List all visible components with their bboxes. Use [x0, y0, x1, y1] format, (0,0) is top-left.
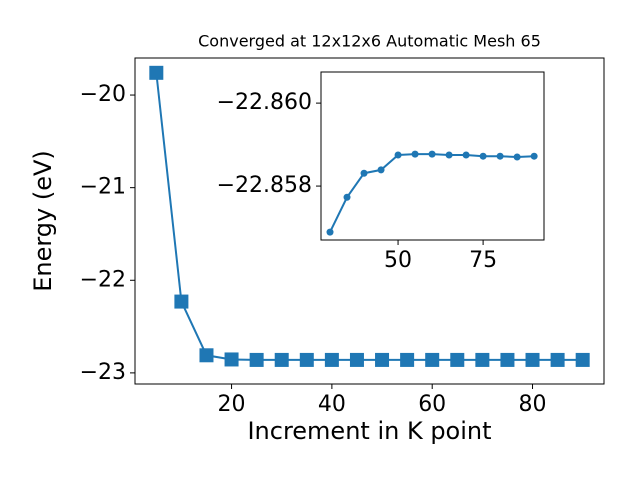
data-point — [375, 352, 390, 367]
x-tick-label: 60 — [418, 392, 446, 417]
data-point — [274, 352, 289, 367]
data-point — [394, 151, 402, 159]
data-point — [428, 150, 436, 158]
x-axis-label: Increment in K point — [247, 417, 491, 445]
data-point — [199, 348, 214, 363]
y-tick-label: −22.860 — [217, 90, 312, 115]
chart-title: Converged at 12x12x6 Automatic Mesh 65 — [198, 32, 541, 51]
x-tick-label: 80 — [519, 392, 547, 417]
data-point — [249, 352, 264, 367]
data-point — [326, 228, 334, 236]
data-point — [174, 294, 189, 309]
data-point — [475, 352, 490, 367]
data-point — [513, 153, 521, 161]
data-point — [149, 65, 164, 80]
data-point — [530, 152, 538, 160]
y-tick-label: −21 — [80, 175, 126, 200]
data-point — [425, 352, 440, 367]
data-point — [360, 169, 368, 177]
x-tick-label: 20 — [218, 392, 246, 417]
data-point — [525, 352, 540, 367]
y-tick-label: −20 — [80, 82, 126, 107]
x-tick-label: 40 — [318, 392, 346, 417]
x-tick-label: 75 — [469, 248, 497, 273]
y-tick-label: −22.858 — [217, 173, 312, 198]
x-tick-label: 50 — [384, 248, 412, 273]
y-tick-label: −23 — [80, 360, 126, 385]
data-point — [450, 352, 465, 367]
data-point — [224, 352, 239, 367]
data-point — [496, 152, 504, 160]
y-tick-label: −22 — [80, 267, 126, 292]
data-point — [445, 151, 453, 159]
data-point — [400, 352, 415, 367]
data-point — [377, 166, 385, 174]
data-point — [575, 352, 590, 367]
data-point — [500, 352, 515, 367]
data-point — [550, 352, 565, 367]
data-point — [462, 151, 470, 159]
data-point — [411, 150, 419, 158]
data-point — [343, 193, 351, 201]
y-axis-label: Energy (eV) — [29, 150, 57, 292]
data-point — [349, 352, 364, 367]
data-point — [479, 152, 487, 160]
data-point — [299, 352, 314, 367]
data-point — [324, 352, 339, 367]
